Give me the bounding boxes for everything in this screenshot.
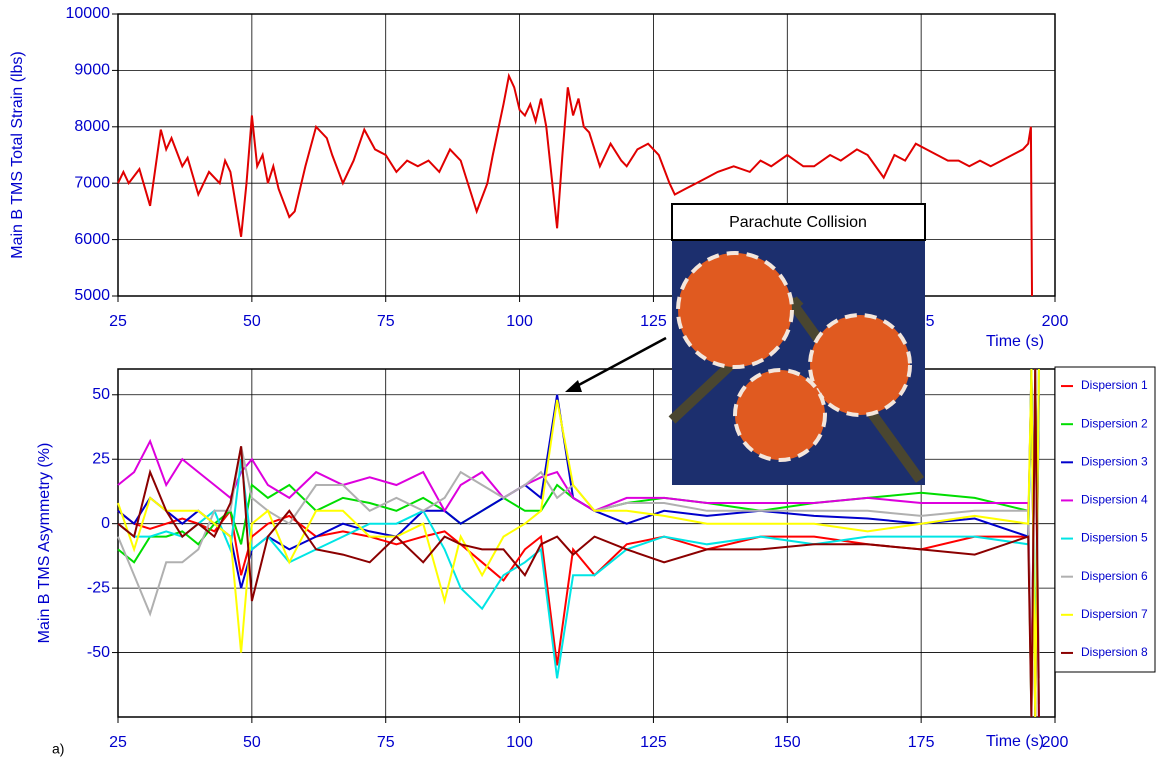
annotation-photo: Parachute Collision: [565, 203, 926, 485]
panel-label: a): [52, 741, 64, 757]
series-line: [117, 368, 1040, 718]
legend-box: [1054, 366, 1156, 673]
y-tick-label: 6000: [74, 231, 110, 248]
y-tick-label: 8000: [74, 118, 110, 135]
x-tick-label: 75: [377, 313, 395, 330]
x-tick-label: 25: [109, 313, 127, 330]
series-line: [117, 368, 1040, 718]
y-tick-label: 10000: [66, 5, 111, 22]
x-tick-label: 150: [774, 734, 801, 751]
parachute: [733, 368, 827, 462]
legend-label: Dispersion 5: [1081, 531, 1148, 545]
y-tick-label: 9000: [74, 62, 110, 79]
x-axis-label: Time (s): [986, 333, 1044, 350]
y-tick-label: 7000: [74, 174, 110, 191]
x-tick-label: 125: [640, 734, 667, 751]
x-tick-label: 25: [109, 734, 127, 751]
y-tick-label: -50: [87, 644, 110, 661]
y-tick-label: -25: [87, 579, 110, 596]
x-tick-label: 100: [506, 734, 533, 751]
legend-label: Dispersion 7: [1081, 607, 1148, 621]
arrow-head: [565, 380, 582, 392]
legend-label: Dispersion 2: [1081, 416, 1148, 430]
legend-label: Dispersion 8: [1081, 645, 1148, 659]
y-axis-label: Main B TMS Total Strain (lbs): [9, 51, 26, 258]
annotation-box: [671, 203, 926, 241]
x-tick-label: 50: [243, 313, 261, 330]
series-line: [117, 368, 1040, 718]
x-tick-label: 200: [1042, 313, 1069, 330]
y-axis-label: Main B TMS Asymmetry (%): [36, 443, 53, 644]
plots: 5000 6000 7000 8000 9000 10000 25 50 75 100 125 150…: [9, 5, 1156, 751]
y-tick-label: 25: [92, 450, 110, 467]
x-tick-label: 200: [1042, 734, 1069, 751]
x-tick-label: 125: [640, 313, 667, 330]
arrow: [574, 336, 667, 389]
series-line: [117, 368, 1040, 679]
x-axis-label: Time (s): [986, 733, 1044, 750]
x-tick-label: 75: [377, 734, 395, 751]
legend-label: Dispersion 1: [1081, 378, 1148, 392]
legend-label: Dispersion 6: [1081, 569, 1148, 583]
parachute: [676, 251, 794, 369]
series-line: [117, 368, 1040, 718]
y-tick-label: 50: [92, 386, 110, 403]
legend-label: Dispersion 4: [1081, 493, 1148, 507]
x-tick-label: 50: [243, 734, 261, 751]
y-tick-label: 0: [101, 515, 110, 532]
annotation-text: Parachute Collision: [729, 214, 867, 231]
y-tick-label: 5000: [74, 287, 110, 304]
legend-label: Dispersion 3: [1081, 454, 1148, 468]
parachute: [808, 313, 912, 417]
x-tick-label: 100: [506, 313, 533, 330]
data-line: [117, 72, 1033, 297]
x-tick-label: 175: [908, 734, 935, 751]
